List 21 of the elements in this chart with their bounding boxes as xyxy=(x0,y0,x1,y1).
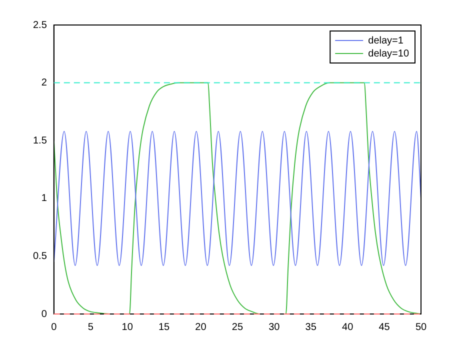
legend-label: delay=1 xyxy=(368,35,404,46)
line-series xyxy=(54,82,421,314)
x-tick-label: 30 xyxy=(268,322,280,333)
y-tick-label: 2 xyxy=(41,78,48,89)
y-tick-label: 1 xyxy=(41,193,48,204)
x-tick-label: 20 xyxy=(195,322,207,333)
x-tick-label: 45 xyxy=(378,322,390,333)
x-tick-label: 5 xyxy=(88,322,94,333)
x-tick-label: 50 xyxy=(415,322,427,333)
x-tick-label: 25 xyxy=(232,322,244,333)
legend-label: delay=10 xyxy=(368,48,410,60)
x-tick-label: 35 xyxy=(305,322,317,333)
y-tick-label: 0 xyxy=(41,308,48,320)
y-tick-label: 2.5 xyxy=(32,20,48,31)
x-tick-label: 40 xyxy=(342,322,354,333)
x-tick-label: 15 xyxy=(158,322,170,333)
y-tick-label: 1.5 xyxy=(32,135,48,146)
y-tick-label: 0.5 xyxy=(32,250,48,262)
x-tick-label: 0 xyxy=(51,322,58,333)
x-tick-label: 10 xyxy=(122,322,134,333)
line-series xyxy=(54,130,421,266)
